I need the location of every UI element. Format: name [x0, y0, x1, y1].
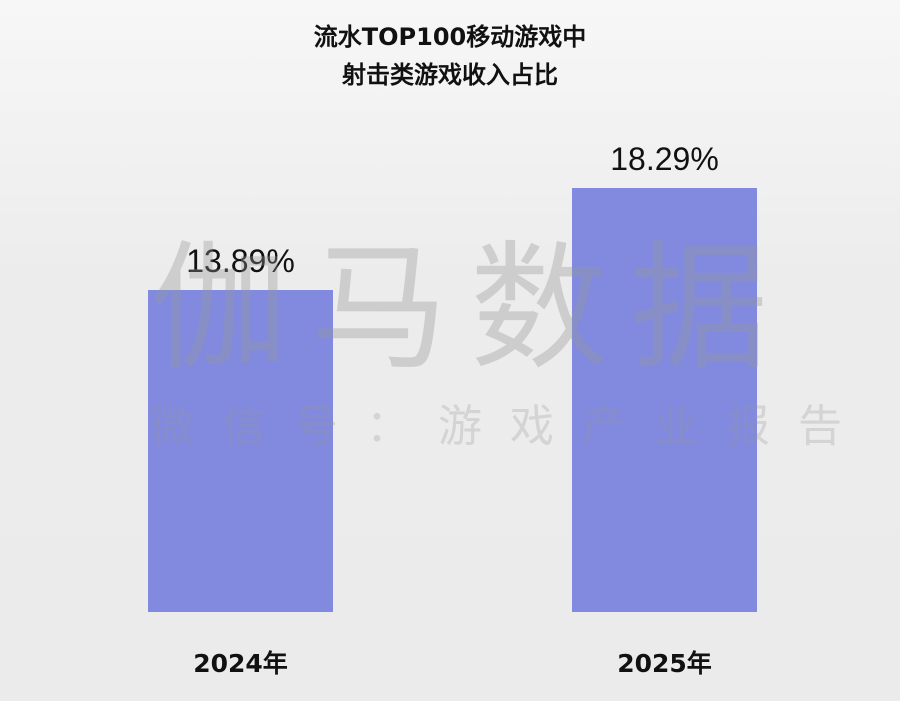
x-tick-label: 2024年 — [193, 649, 288, 678]
bar-2025年 — [572, 188, 757, 612]
chart-title: 流水TOP100移动游戏中 — [313, 23, 587, 51]
chart-subtitle: 射击类游戏收入占比 — [342, 61, 558, 89]
data-label: 18.29% — [610, 141, 719, 177]
watermark-logo: 伽马数据 — [150, 228, 791, 389]
x-tick-label: 2025年 — [617, 649, 712, 678]
bar-2024年 — [148, 290, 333, 612]
data-label: 13.89% — [186, 243, 295, 279]
watermark-subtext: 微信号：游戏产业报告 — [150, 401, 870, 452]
